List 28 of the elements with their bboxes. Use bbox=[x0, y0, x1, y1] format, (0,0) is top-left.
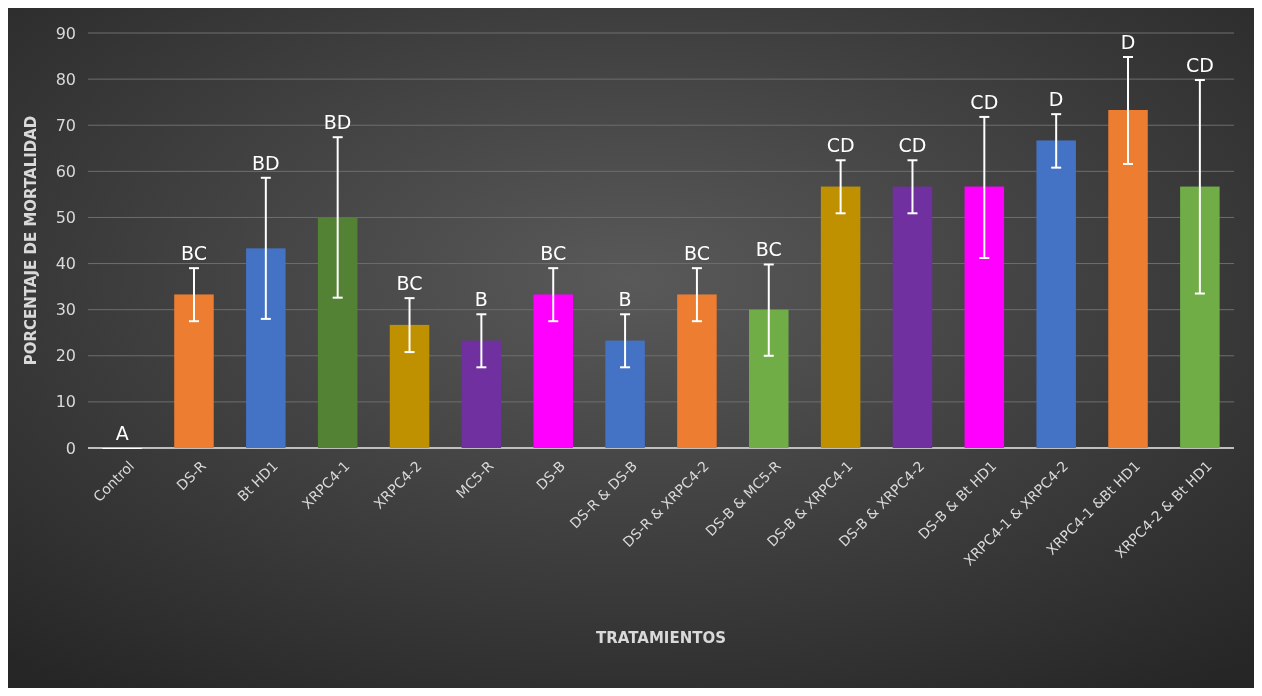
annotation: A bbox=[115, 422, 129, 444]
annotation: BC bbox=[755, 238, 782, 261]
y-axis-title: PORCENTAJE DE MORTALIDAD bbox=[22, 115, 40, 366]
annotation: D bbox=[1120, 30, 1136, 53]
annotation: CD bbox=[898, 134, 927, 157]
y-tick-label: 10 bbox=[55, 392, 76, 412]
y-tick-label: 80 bbox=[55, 69, 76, 89]
annotation: BD bbox=[251, 151, 280, 174]
y-tick-label: 50 bbox=[55, 208, 76, 228]
y-tick-label: 0 bbox=[65, 438, 76, 458]
y-tick-label: 60 bbox=[55, 161, 76, 181]
annotation: BC bbox=[396, 272, 423, 295]
annotation: CD bbox=[826, 134, 855, 157]
y-tick-label: 30 bbox=[55, 300, 76, 320]
y-tick-label: 40 bbox=[55, 254, 76, 274]
y-tick-label: 90 bbox=[55, 23, 76, 43]
annotation: BC bbox=[180, 242, 207, 265]
y-tick-label: 70 bbox=[55, 115, 76, 135]
annotation: BC bbox=[683, 242, 710, 265]
annotation: B bbox=[474, 288, 488, 311]
annotation: CD bbox=[1185, 54, 1214, 77]
annotation: CD bbox=[970, 90, 999, 113]
annotation: B bbox=[618, 288, 632, 311]
annotation: BC bbox=[540, 242, 567, 265]
annotation: BD bbox=[323, 111, 352, 134]
y-tick-label: 20 bbox=[55, 346, 76, 366]
annotation: D bbox=[1048, 88, 1064, 111]
x-axis-title: TRATAMIENTOS bbox=[596, 629, 726, 647]
